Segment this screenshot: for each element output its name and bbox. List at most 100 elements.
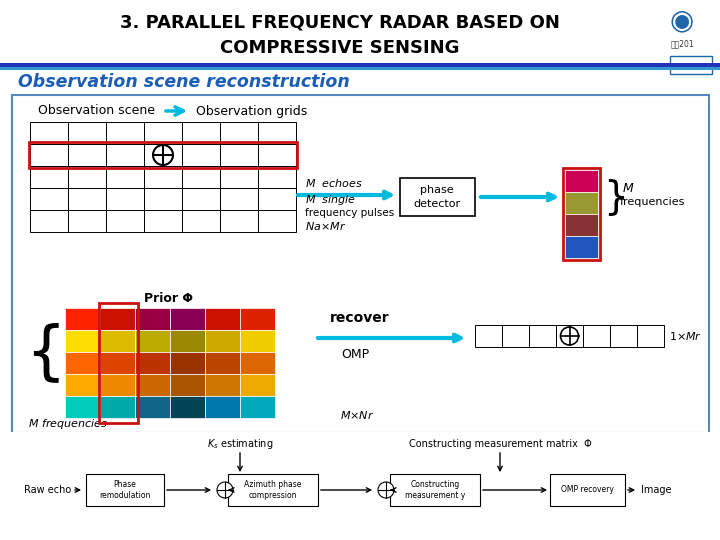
Bar xyxy=(205,330,240,352)
Bar xyxy=(144,122,182,144)
Text: Phase
remodulation: Phase remodulation xyxy=(99,480,150,500)
Bar xyxy=(100,396,135,418)
Bar xyxy=(550,474,625,506)
Bar xyxy=(240,308,275,330)
Bar xyxy=(228,474,318,506)
Bar xyxy=(170,374,205,396)
Bar xyxy=(144,166,182,188)
Circle shape xyxy=(217,482,233,498)
Text: $M$  single: $M$ single xyxy=(305,193,356,207)
Text: 3. PARALLEL FREQUENCY RADAR BASED ON: 3. PARALLEL FREQUENCY RADAR BASED ON xyxy=(120,13,560,31)
Bar xyxy=(100,374,135,396)
Text: $M$ frequencies: $M$ frequencies xyxy=(28,417,108,431)
Bar xyxy=(182,122,220,144)
Bar xyxy=(0,432,720,540)
Bar xyxy=(170,330,205,352)
Text: Observation scene: Observation scene xyxy=(38,105,155,118)
Bar xyxy=(135,308,170,330)
Circle shape xyxy=(378,482,394,498)
Text: Constructing
measurement y: Constructing measurement y xyxy=(405,480,465,500)
Bar xyxy=(99,303,138,423)
Bar xyxy=(12,95,709,433)
Bar xyxy=(220,188,258,210)
Bar xyxy=(240,374,275,396)
Bar xyxy=(68,144,106,166)
Bar xyxy=(106,166,144,188)
Bar xyxy=(30,144,68,166)
Text: recover: recover xyxy=(330,311,390,325)
Bar xyxy=(205,374,240,396)
Bar xyxy=(670,56,712,74)
Text: Azimuth phase
compression: Azimuth phase compression xyxy=(244,480,302,500)
Bar xyxy=(390,474,480,506)
Text: Observation grids: Observation grids xyxy=(196,105,307,118)
Bar xyxy=(205,396,240,418)
Bar xyxy=(65,352,100,374)
Bar xyxy=(205,352,240,374)
Bar xyxy=(502,325,529,347)
Bar xyxy=(144,144,182,166)
Bar xyxy=(220,210,258,232)
Bar xyxy=(556,325,583,347)
Bar xyxy=(65,308,100,330)
Bar xyxy=(258,188,296,210)
Text: Observation scene reconstruction: Observation scene reconstruction xyxy=(18,73,350,91)
Bar xyxy=(30,166,68,188)
Text: Prior Φ: Prior Φ xyxy=(143,292,192,305)
Bar xyxy=(220,122,258,144)
Text: 北航201: 北航201 xyxy=(670,39,694,49)
Bar xyxy=(565,236,598,258)
Bar xyxy=(170,352,205,374)
Bar xyxy=(258,210,296,232)
Bar xyxy=(100,330,135,352)
Bar xyxy=(106,122,144,144)
Bar xyxy=(475,325,502,347)
Text: }: } xyxy=(603,178,628,216)
Text: {: { xyxy=(24,322,66,384)
Circle shape xyxy=(560,327,578,345)
Text: Raw echo: Raw echo xyxy=(24,485,71,495)
Bar xyxy=(205,308,240,330)
Bar xyxy=(135,330,170,352)
Text: OMP recovery: OMP recovery xyxy=(561,485,614,495)
Text: Image: Image xyxy=(641,485,672,495)
Bar xyxy=(565,170,598,192)
Text: $K_s$ estimating: $K_s$ estimating xyxy=(207,437,273,451)
Bar xyxy=(182,188,220,210)
Bar xyxy=(68,188,106,210)
Bar xyxy=(182,144,220,166)
Bar xyxy=(637,325,664,347)
Bar xyxy=(182,166,220,188)
Bar xyxy=(258,122,296,144)
Bar xyxy=(30,210,68,232)
Bar xyxy=(65,330,100,352)
Bar xyxy=(563,168,600,260)
Bar xyxy=(170,396,205,418)
Text: Constructing measurement matrix  Φ: Constructing measurement matrix Φ xyxy=(409,439,591,449)
Bar xyxy=(144,210,182,232)
Bar xyxy=(400,178,475,216)
Text: $1$×$Mr$: $1$×$Mr$ xyxy=(669,330,702,342)
Text: $Na$×$Mr$: $Na$×$Mr$ xyxy=(305,220,346,232)
Bar xyxy=(100,308,135,330)
Text: frequencies: frequencies xyxy=(620,197,685,207)
Bar xyxy=(258,144,296,166)
Bar xyxy=(610,325,637,347)
Bar xyxy=(240,396,275,418)
Bar xyxy=(583,325,610,347)
Bar xyxy=(68,166,106,188)
Text: frequency pulses: frequency pulses xyxy=(305,208,395,218)
Bar xyxy=(135,352,170,374)
Bar xyxy=(0,0,720,78)
Bar xyxy=(529,325,556,347)
Text: OMP: OMP xyxy=(341,348,369,361)
Bar xyxy=(240,330,275,352)
Bar xyxy=(30,188,68,210)
Text: $M$×$Nr$: $M$×$Nr$ xyxy=(340,409,374,421)
Bar xyxy=(565,214,598,236)
Bar xyxy=(106,210,144,232)
Text: phase
detector: phase detector xyxy=(413,185,461,208)
Text: $M$  echoes: $M$ echoes xyxy=(305,177,363,189)
Text: COMPRESSIVE SENSING: COMPRESSIVE SENSING xyxy=(220,39,460,57)
Circle shape xyxy=(153,145,173,165)
